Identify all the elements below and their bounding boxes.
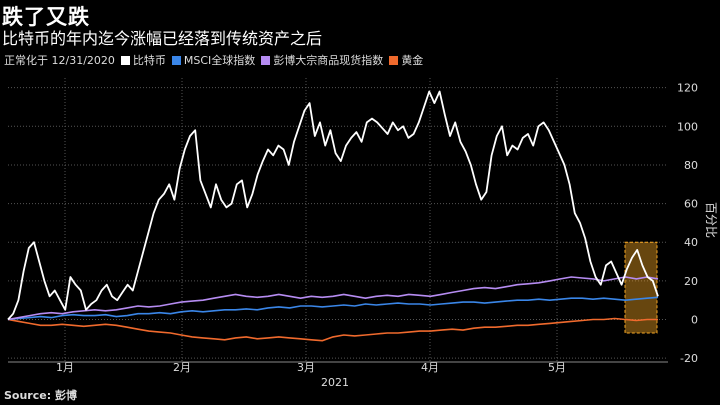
x-tick-label: 5月 <box>548 361 566 374</box>
x-tick-label: 3月 <box>297 361 315 374</box>
y-axis-title: 百分比 <box>704 202 718 238</box>
chart-title: 跌了又跌 <box>2 5 90 29</box>
legend-item-bitcoin: 比特币 <box>120 52 166 68</box>
y-tick-label: 100 <box>677 120 698 133</box>
legend-label-msci: MSCI全球指数 <box>183 54 256 67</box>
y-tick-label: 40 <box>684 236 698 249</box>
x-axis-title: 2021 <box>321 376 349 389</box>
legend: 正常化于 12/31/2020 比特币 MSCI全球指数 彭博大宗商品现货指数 … <box>4 52 429 68</box>
series-line-bitcoin <box>7 90 659 321</box>
highlight-box <box>624 241 658 334</box>
chart-subtitle: 比特币的年内迄今涨幅已经落到传统资产之后 <box>2 29 323 48</box>
legend-label-bitcoin: 比特币 <box>132 54 166 67</box>
x-tick-label: 2月 <box>173 361 191 374</box>
source-credit: Source: 彭博 <box>4 389 77 402</box>
legend-swatch-gold <box>389 55 399 65</box>
x-tick-label: 4月 <box>421 361 439 374</box>
legend-label-gold: 黄金 <box>401 54 424 67</box>
y-tick-label: 80 <box>684 159 698 172</box>
series-line-bloomberg_commodity <box>7 276 659 321</box>
legend-swatch-commodity <box>261 55 271 65</box>
series-line-gold <box>7 317 658 342</box>
legend-item-commodity: 彭博大宗商品现货指数 <box>261 52 383 68</box>
legend-swatch-bitcoin <box>120 55 130 65</box>
y-tick-label: 120 <box>677 82 698 95</box>
legend-swatch-msci <box>171 55 181 65</box>
y-tick-label: 20 <box>684 275 698 288</box>
y-tick-label: 60 <box>684 198 698 211</box>
legend-label-commodity: 彭博大宗商品现货指数 <box>273 54 384 67</box>
series-line-msci <box>7 296 659 321</box>
y-tick-label: 0 <box>691 313 698 326</box>
y-tick-label: -20 <box>680 352 698 365</box>
legend-item-gold: 黄金 <box>389 52 423 68</box>
legend-item-msci: MSCI全球指数 <box>171 52 256 68</box>
x-tick-label: 1月 <box>56 361 74 374</box>
legend-normalization-note: 正常化于 12/31/2020 <box>4 54 115 67</box>
